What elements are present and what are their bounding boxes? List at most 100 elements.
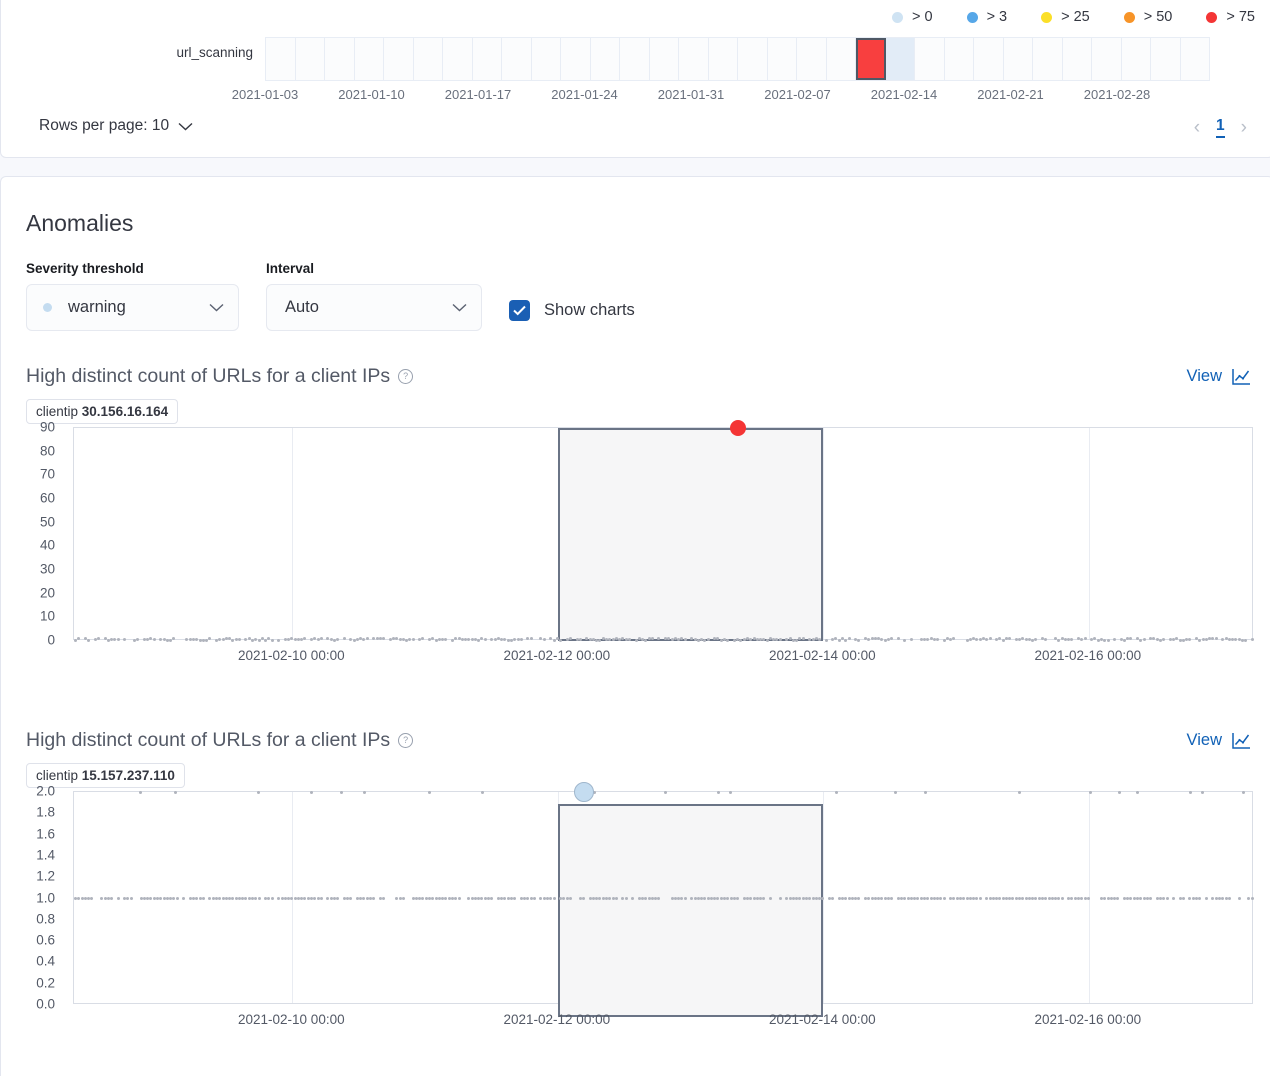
swimlane-cell[interactable] [620,38,650,80]
selected-time-region[interactable] [557,804,824,1017]
swimlane-cell[interactable] [974,38,1004,80]
data-point [408,638,412,642]
swimlane-cell-selected[interactable] [856,38,886,80]
data-point [1109,896,1113,900]
swimlane-cell[interactable] [767,38,797,80]
help-icon[interactable]: ? [398,733,414,748]
series-badge[interactable]: clientip 30.156.16.164 [26,399,179,424]
swimlane-cell[interactable] [443,38,473,80]
data-point [496,896,500,900]
swimlane-cell[interactable] [708,38,738,80]
swimlane-x-tick: 2021-02-07 [764,87,831,102]
swimlane-cell[interactable] [413,38,443,80]
data-point [1008,637,1012,641]
data-point [559,638,563,642]
interval-select[interactable]: Auto [266,284,482,331]
pagination[interactable]: ‹ 1 › [1194,117,1247,138]
swimlane-cell[interactable] [797,38,827,80]
severity-threshold-select[interactable]: warning [26,284,239,331]
swimlane-cell[interactable] [266,38,296,80]
swimlane-cell[interactable] [1062,38,1092,80]
data-point [1237,896,1241,900]
rows-per-page-select[interactable]: Rows per page: 10 [39,117,193,135]
legend-item-0: > 0 [892,9,933,25]
swimlane-cell[interactable] [1033,38,1063,80]
swimlane-x-tick: 2021-01-10 [338,87,405,102]
plot-area[interactable] [73,420,1254,642]
swimlane-cell[interactable] [885,38,915,80]
swimlane-cell[interactable] [502,38,532,80]
help-icon[interactable]: ? [398,369,414,384]
swimlane-cell[interactable] [915,38,945,80]
swimlane-legend: > 0 > 3 > 25 > 50 > 75 [892,9,1255,25]
show-charts-checkbox[interactable]: Show charts [509,300,635,321]
swimlane-cell[interactable] [384,38,414,80]
data-point [100,896,104,900]
selected-time-region[interactable] [557,428,824,641]
swimlane-cell[interactable] [1121,38,1151,80]
data-point [254,637,258,641]
view-link[interactable]: View [1187,367,1251,386]
data-point [542,896,546,900]
data-point [260,637,264,641]
swimlane-cell[interactable] [531,38,561,80]
swimlane-cell[interactable] [679,38,709,80]
data-point [942,896,946,900]
swimlane-cell[interactable] [649,38,679,80]
data-point [1106,638,1110,642]
swimlane-cells[interactable] [265,37,1210,81]
swimlane-cell[interactable] [472,38,502,80]
data-point [1070,637,1074,641]
view-link[interactable]: View [1187,731,1251,750]
swimlane-cell[interactable] [561,38,591,80]
data-point [552,896,556,900]
data-point [149,637,153,641]
page-prev-button[interactable]: ‹ [1193,116,1201,138]
data-point [444,637,448,641]
data-point [795,638,799,642]
swimlane-cell[interactable] [944,38,974,80]
swimlane-cell[interactable] [354,38,384,80]
page-next-button[interactable]: › [1240,116,1247,138]
swimlane-cell[interactable] [1092,38,1122,80]
swimlane-cell[interactable] [590,38,620,80]
swimlane-cell[interactable] [325,38,355,80]
data-point [578,638,582,642]
swimlane-cell[interactable] [1151,38,1181,80]
page-number-1[interactable]: 1 [1216,117,1225,138]
data-point [395,896,399,900]
swimlane-cell[interactable] [1180,38,1210,80]
data-point [700,896,704,900]
anomaly-marker-warning[interactable] [573,782,594,802]
data-point [677,638,681,642]
data-point [880,638,884,642]
data-point [995,896,999,900]
data-point [221,638,225,642]
swimlane-cell[interactable] [295,38,325,80]
series-badge[interactable]: clientip 15.157.237.110 [26,763,185,788]
swimlane-cell[interactable] [738,38,768,80]
anomaly-marker-critical[interactable] [730,420,747,436]
chevron-down-icon [452,303,467,312]
data-point [74,896,77,900]
data-point [755,896,759,900]
swimlane-cell[interactable] [1003,38,1033,80]
plot-area[interactable] [73,782,1254,1017]
data-point [411,896,415,900]
data-point [185,638,189,642]
data-point [155,896,159,900]
data-point [1080,896,1084,900]
checkbox-icon[interactable] [509,300,530,321]
data-point [900,896,903,900]
view-link-label: View [1186,367,1222,385]
data-point [618,638,622,642]
data-point [788,896,792,900]
swimlane-cell[interactable] [826,38,856,80]
legend-dot-icon [1041,11,1053,23]
data-point [847,637,851,641]
data-point [244,896,248,900]
data-point [283,638,287,642]
swimlane-x-axis: 2021-01-03 2021-01-10 2021-01-17 2021-01-24… [232,87,1225,105]
data-point [732,638,736,642]
data-point [500,637,504,641]
